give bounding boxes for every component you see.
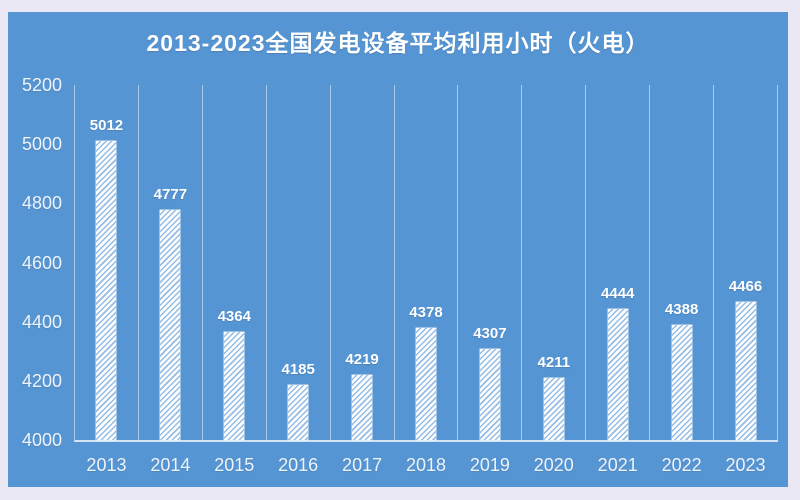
x-tick-label-2018: 2018 — [405, 455, 447, 475]
bar-value-label-2014: 4777 — [153, 186, 188, 204]
bar-2014 — [160, 210, 181, 440]
bar-2023 — [735, 302, 756, 440]
x-tick-label-2013: 2013 — [86, 455, 127, 475]
category-cell-2013: 5012 2013 — [75, 85, 139, 475]
x-tick-label-2019: 2019 — [469, 455, 510, 475]
y-tick-label: 5000 — [21, 134, 62, 155]
bar-2017 — [352, 375, 373, 440]
category-cell-2019: 4307 2019 — [458, 85, 523, 475]
chart-title: 2013-2023全国发电设备平均利用小时（火电） — [146, 30, 650, 56]
y-tick-label: 5200 — [21, 75, 62, 95]
bar-2018 — [415, 328, 436, 440]
category-cell-2020: 4211 2020 — [522, 85, 587, 475]
bar-value-label-2013: 5012 — [89, 116, 124, 134]
bar-value-label-2020: 4211 — [537, 353, 571, 371]
category-cell-2016: 4185 2016 — [267, 85, 331, 475]
bar-value-label-2017: 4219 — [345, 351, 379, 369]
y-tick-label: 4000 — [21, 430, 62, 450]
category-cell-2023: 4466 2023 — [714, 85, 778, 475]
bar-2020 — [543, 377, 564, 440]
y-tick-label: 4800 — [21, 193, 62, 214]
category-cell-2021: 4444 2021 — [586, 85, 651, 475]
category-cell-2015: 4364 2015 — [203, 85, 267, 475]
x-tick-label-2016: 2016 — [278, 455, 319, 475]
bar-2019 — [479, 349, 500, 440]
plot-area: 5012 2013 4777 2014 4364 2015 4185 2016 4219 2017… — [74, 85, 778, 475]
bar-value-label-2015: 4364 — [217, 308, 251, 326]
category-cell-2018: 4378 2018 — [395, 85, 459, 475]
bar-value-label-2023: 4466 — [728, 278, 763, 296]
bar-2015 — [224, 332, 245, 440]
bar-value-label-2019: 4307 — [473, 325, 507, 343]
x-tick-label-2021: 2021 — [597, 455, 638, 475]
bar-2021 — [607, 308, 628, 440]
bar-2013 — [96, 140, 117, 440]
x-tick-label-2020: 2020 — [533, 455, 574, 475]
x-tick-label-2015: 2015 — [214, 455, 255, 475]
y-tick-label: 4400 — [21, 311, 62, 332]
category-cell-2014: 4777 2014 — [139, 85, 203, 475]
bar-value-label-2021: 4444 — [601, 284, 635, 302]
x-tick-label-2017: 2017 — [342, 455, 383, 475]
category-cell-2022: 4388 2022 — [650, 85, 715, 475]
x-tick-label-2014: 2014 — [150, 455, 191, 475]
bar-2016 — [288, 385, 309, 440]
x-tick-label-2023: 2023 — [725, 455, 766, 475]
category-cell-2017: 4219 2017 — [331, 85, 395, 475]
bar-value-label-2016: 4185 — [281, 361, 315, 379]
bar-value-label-2018: 4378 — [409, 304, 443, 322]
bar-2022 — [671, 325, 692, 440]
bar-value-label-2022: 4388 — [664, 301, 699, 319]
y-tick-label: 4200 — [21, 370, 62, 391]
y-tick-label: 4600 — [21, 252, 62, 273]
x-tick-label-2022: 2022 — [661, 455, 702, 475]
